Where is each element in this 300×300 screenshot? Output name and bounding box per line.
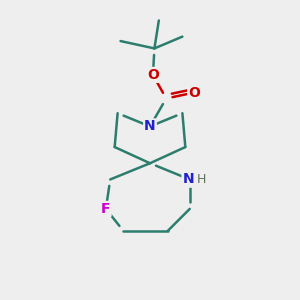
Text: N: N xyxy=(182,172,194,186)
Text: N: N xyxy=(184,172,196,186)
Text: H: H xyxy=(196,173,206,186)
Text: O: O xyxy=(147,68,159,82)
Text: N: N xyxy=(144,119,156,134)
Text: O: O xyxy=(188,85,200,100)
Text: F: F xyxy=(101,202,111,216)
